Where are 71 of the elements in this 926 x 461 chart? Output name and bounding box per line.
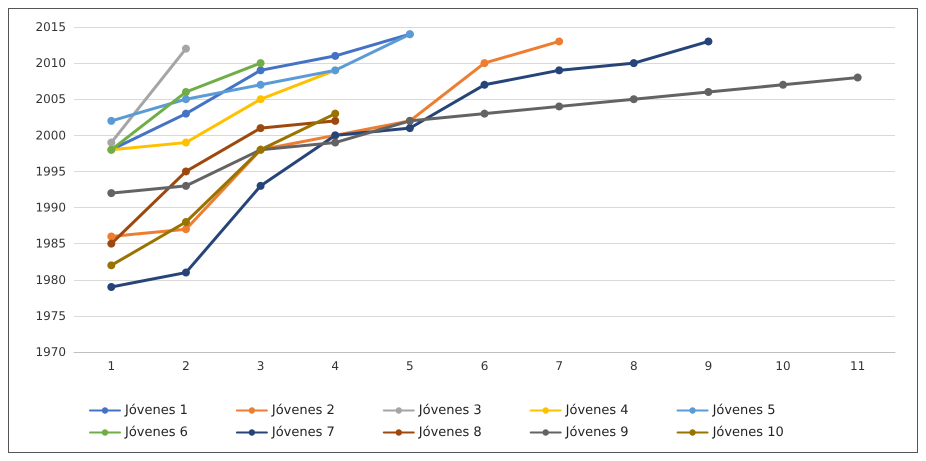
y-tick-label: 2010 (35, 56, 66, 70)
point (182, 182, 190, 190)
point (107, 116, 116, 125)
x-tick-label: 5 (406, 359, 414, 373)
y-tick-label: 2000 (35, 128, 66, 142)
point (107, 138, 116, 147)
x-tick-label: 7 (555, 359, 563, 373)
point (182, 167, 190, 176)
point (480, 110, 488, 118)
x-tick-label: 1 (108, 359, 116, 373)
point (182, 88, 190, 96)
point (107, 261, 116, 270)
point (555, 66, 564, 74)
point (256, 95, 265, 104)
x-tick-label: 3 (256, 359, 264, 373)
point (480, 80, 488, 89)
point (182, 110, 190, 118)
legend-label: Jóvenes 9 (564, 425, 629, 440)
point (182, 44, 190, 53)
x-tick-label: 10 (775, 359, 791, 373)
point (182, 225, 190, 234)
point (854, 74, 862, 82)
point (107, 240, 116, 248)
point (704, 88, 712, 96)
y-tick-label: 1985 (35, 236, 66, 251)
point (182, 138, 190, 147)
legend-label: Jóvenes 2 (270, 403, 335, 418)
y-tick-label: 1990 (35, 200, 66, 215)
point (555, 102, 564, 110)
y-tick-label: 1970 (35, 345, 66, 359)
point (107, 232, 116, 240)
point (331, 110, 340, 118)
legend-label: Jóvenes 1 (124, 403, 188, 418)
point (555, 37, 564, 46)
point (256, 80, 265, 89)
point (256, 66, 265, 74)
point (107, 283, 116, 291)
x-tick-label: 2 (182, 359, 190, 373)
x-tick-label: 6 (480, 359, 488, 373)
point (480, 59, 488, 68)
point (182, 95, 190, 104)
legend-label: Jóvenes 3 (418, 403, 482, 418)
point (704, 37, 712, 46)
legend-label: Jóvenes 8 (418, 425, 482, 440)
legend-label: Jóvenes 4 (564, 403, 629, 418)
point (182, 268, 190, 277)
legend-label: Jóvenes 10 (712, 425, 784, 440)
legend-label: Jóvenes 5 (712, 403, 776, 418)
point (331, 116, 340, 125)
point (630, 95, 638, 104)
point (107, 189, 116, 198)
point (256, 182, 265, 190)
point (182, 218, 190, 226)
y-tick-label: 2015 (35, 20, 66, 34)
x-tick-label: 8 (630, 359, 638, 373)
point (256, 124, 265, 132)
point (256, 59, 265, 68)
x-tick-label: 11 (850, 359, 866, 373)
x-tick-label: 9 (704, 359, 712, 373)
legend-label: Jóvenes 6 (124, 425, 188, 440)
y-tick-label: 2005 (35, 92, 66, 106)
point (630, 59, 638, 68)
point (406, 124, 414, 132)
y-tick-label: 1995 (35, 164, 66, 178)
x-tick-label: 4 (331, 359, 340, 373)
y-tick-label: 1975 (35, 308, 66, 323)
point (331, 138, 340, 147)
point (779, 80, 788, 89)
legend-label: Jóvenes 7 (270, 425, 335, 440)
point (331, 52, 340, 60)
y-tick-label: 1980 (35, 272, 66, 287)
